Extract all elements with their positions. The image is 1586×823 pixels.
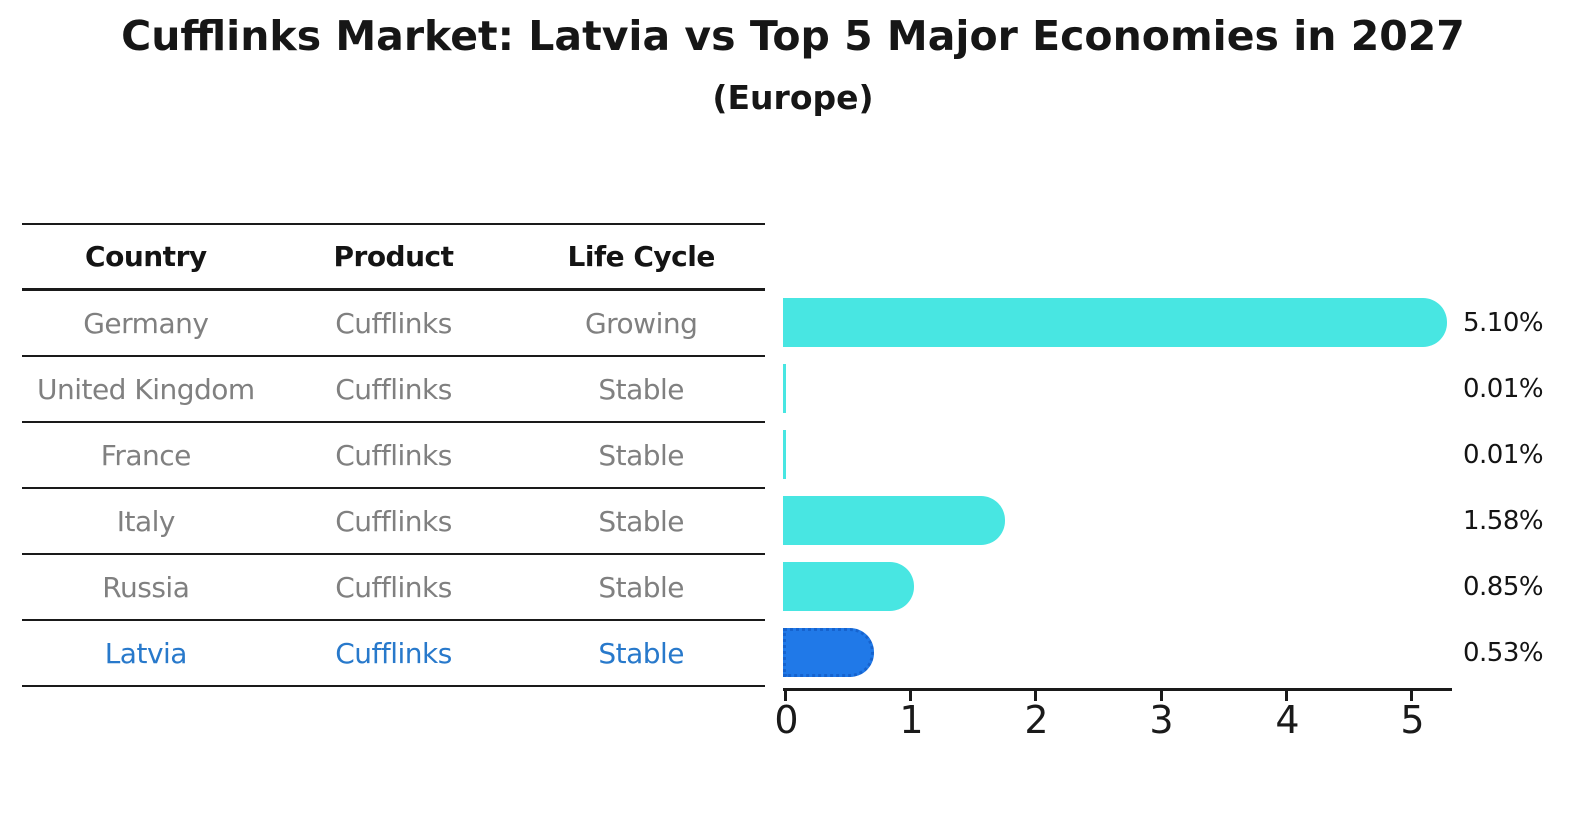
cell-lifecycle: Stable: [598, 570, 685, 604]
column-header-country: Country: [85, 240, 207, 273]
x-axis-tick: [1410, 691, 1413, 701]
cell-country: Latvia: [104, 636, 188, 670]
bar-italy: [783, 496, 1006, 545]
x-axis-tick: [1034, 691, 1037, 701]
cell-country: Russia: [102, 570, 190, 604]
bar-value-label: 5.10%: [1463, 308, 1544, 338]
bar-united-kingdom: [783, 364, 786, 413]
bar-value-label: 0.01%: [1463, 374, 1544, 404]
bar-row: 5.10%: [783, 290, 1544, 356]
bar-value-label: 0.01%: [1463, 440, 1544, 470]
chart-subtitle: (Europe): [712, 78, 874, 117]
x-axis-tick-label: 4: [1275, 698, 1299, 742]
cell-lifecycle: Stable: [598, 636, 685, 670]
x-axis-tick: [1160, 691, 1163, 701]
cell-product: Cufflinks: [335, 504, 452, 538]
country-table: Country Product Life Cycle Germany Cuffl…: [22, 223, 765, 687]
cell-lifecycle: Stable: [598, 372, 685, 406]
bar-value-label: 1.58%: [1463, 506, 1544, 536]
x-axis-tick-label: 1: [899, 698, 923, 742]
x-axis-tick-label: 0: [774, 698, 798, 742]
cell-product: Cufflinks: [335, 306, 452, 340]
bar-france: [783, 430, 786, 479]
bar-row: 0.53%: [783, 620, 1544, 686]
cell-lifecycle: Stable: [598, 438, 685, 472]
column-header-product: Product: [333, 240, 454, 273]
chart-title: Cufflinks Market: Latvia vs Top 5 Major …: [121, 12, 1465, 60]
table-row: France Cufflinks Stable: [22, 423, 765, 489]
cell-country: Italy: [116, 504, 176, 538]
cell-product: Cufflinks: [335, 636, 452, 670]
bar-germany: [783, 298, 1447, 347]
table-row: Russia Cufflinks Stable: [22, 555, 765, 621]
bar-value-label: 0.53%: [1463, 638, 1544, 668]
table-row-latvia: Latvia Cufflinks Stable: [22, 621, 765, 687]
cell-lifecycle: Growing: [584, 306, 698, 340]
cell-product: Cufflinks: [335, 438, 452, 472]
x-axis-tick: [909, 691, 912, 701]
x-axis-tick-label: 2: [1024, 698, 1048, 742]
cell-product: Cufflinks: [335, 570, 452, 604]
cell-lifecycle: Stable: [598, 504, 685, 538]
bar-row: 0.85%: [783, 554, 1544, 620]
cell-product: Cufflinks: [335, 372, 452, 406]
cell-country: United Kingdom: [36, 372, 255, 406]
table-header-row: Country Product Life Cycle: [22, 223, 765, 291]
cell-country: France: [100, 438, 192, 472]
bar-value-label: 0.85%: [1463, 572, 1544, 602]
bar-row: 1.58%: [783, 488, 1544, 554]
table-row: United Kingdom Cufflinks Stable: [22, 357, 765, 423]
x-axis-tick-label: 3: [1149, 698, 1173, 742]
bar-plot-area: 5.10% 0.01% 0.01% 1.58% 0.85% 0.53%: [783, 290, 1544, 686]
column-header-lifecycle: Life Cycle: [567, 240, 716, 273]
x-axis-tick: [784, 691, 787, 701]
table-row: Italy Cufflinks Stable: [22, 489, 765, 555]
cell-country: Germany: [83, 306, 209, 340]
bar-russia: [783, 562, 914, 611]
bar-row: 0.01%: [783, 422, 1544, 488]
bar-latvia: [783, 628, 874, 677]
x-axis-tick: [1285, 691, 1288, 701]
x-axis-line: [783, 688, 1452, 691]
bar-row: 0.01%: [783, 356, 1544, 422]
x-axis-tick-label: 5: [1400, 698, 1424, 742]
table-row: Germany Cufflinks Growing: [22, 291, 765, 357]
